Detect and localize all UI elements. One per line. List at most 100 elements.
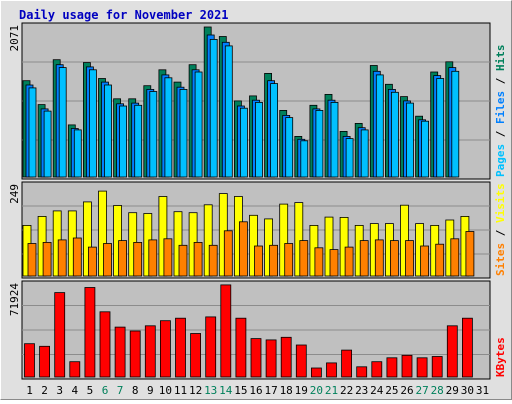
bar-sites-day-19 bbox=[299, 240, 309, 277]
bar-sites-day-26 bbox=[405, 240, 414, 277]
day-label-8: 8 bbox=[132, 384, 139, 397]
bar-kbytes-day-16 bbox=[250, 338, 262, 378]
day-label-18: 18 bbox=[280, 384, 293, 397]
bar-kbytes-day-24 bbox=[371, 361, 383, 378]
bar-pages-day-8 bbox=[134, 104, 143, 178]
day-label-5: 5 bbox=[87, 384, 94, 397]
bar-kbytes-day-3 bbox=[54, 292, 66, 378]
panel-visits: 249 Sites / Visits bbox=[8, 181, 507, 279]
bar-kbytes-day-23 bbox=[356, 366, 368, 378]
panel-kbytes: 71924 KBytes bbox=[8, 280, 507, 380]
y-max-label: 249 bbox=[8, 184, 21, 204]
bar-pages-day-10 bbox=[164, 77, 173, 178]
bar-sites-day-16 bbox=[254, 245, 263, 277]
bar-visits-day-6 bbox=[98, 190, 107, 277]
bar-visits-day-22 bbox=[339, 216, 349, 277]
bar-sites-day-25 bbox=[389, 240, 399, 277]
bar-sites-day-9 bbox=[148, 239, 158, 277]
bar-visits-day-18 bbox=[279, 203, 289, 277]
day-label-19: 19 bbox=[295, 384, 308, 397]
bar-kbytes-day-15 bbox=[235, 317, 247, 378]
legend-visits: Visits bbox=[494, 183, 507, 223]
day-label-14: 14 bbox=[219, 384, 233, 397]
bar-kbytes-day-6 bbox=[99, 311, 111, 378]
day-label-10: 10 bbox=[159, 384, 172, 397]
bar-pages-day-29 bbox=[451, 70, 460, 178]
bar-pages-day-14 bbox=[224, 45, 233, 178]
bar-pages-day-2 bbox=[43, 110, 52, 178]
day-label-13: 13 bbox=[204, 384, 217, 397]
bar-visits-day-19 bbox=[294, 202, 304, 277]
bar-pages-day-6 bbox=[104, 84, 112, 178]
bar-pages-day-22 bbox=[345, 138, 354, 178]
day-label-31: 31 bbox=[476, 384, 489, 397]
legend-kbytes: KBytes bbox=[494, 337, 507, 377]
bar-kbytes-day-18 bbox=[280, 336, 292, 378]
bar-pages-day-18 bbox=[285, 117, 294, 178]
bar-pages-day-24 bbox=[375, 74, 384, 178]
bar-visits-day-13 bbox=[203, 204, 213, 277]
bar-kbytes-day-14 bbox=[220, 284, 232, 378]
bar-sites-day-24 bbox=[374, 239, 384, 277]
side-legend-hits: Pages / Files / Hits bbox=[494, 45, 507, 178]
bar-sites-day-1 bbox=[27, 243, 37, 277]
bar-sites-day-30 bbox=[465, 231, 475, 277]
bar-pages-day-4 bbox=[73, 129, 82, 178]
bar-sites-day-7 bbox=[118, 240, 127, 277]
bar-sites-day-18 bbox=[284, 243, 294, 277]
bar-sites-day-21 bbox=[329, 249, 339, 277]
bar-sites-day-20 bbox=[314, 247, 324, 277]
bar-kbytes-day-9 bbox=[144, 325, 156, 378]
bar-pages-day-12 bbox=[194, 71, 203, 178]
legend-files: Files bbox=[494, 91, 507, 124]
bar-sites-day-11 bbox=[178, 244, 188, 277]
bar-pages-day-16 bbox=[255, 102, 263, 178]
day-label-1: 1 bbox=[26, 384, 33, 397]
legend-separator: / bbox=[494, 223, 507, 243]
day-label-17: 17 bbox=[264, 384, 277, 397]
bar-sites-day-6 bbox=[103, 243, 112, 277]
bar-sites-day-29 bbox=[450, 238, 460, 277]
bar-sites-day-10 bbox=[163, 238, 173, 277]
legend-pages: Pages bbox=[494, 144, 507, 177]
day-label-26: 26 bbox=[400, 384, 413, 397]
bar-kbytes-day-2 bbox=[39, 345, 50, 378]
bar-pages-day-15 bbox=[239, 107, 248, 178]
bar-sites-day-5 bbox=[88, 246, 97, 277]
bar-sites-day-8 bbox=[133, 241, 143, 277]
day-label-16: 16 bbox=[249, 384, 262, 397]
bar-kbytes-day-10 bbox=[159, 320, 171, 378]
bar-pages-day-17 bbox=[270, 83, 279, 178]
side-legend-visits: Sites / Visits bbox=[494, 183, 507, 276]
bar-visits-day-11 bbox=[173, 211, 183, 277]
bar-pages-day-26 bbox=[406, 102, 414, 178]
day-label-28: 28 bbox=[431, 384, 444, 397]
day-label-2: 2 bbox=[41, 384, 48, 397]
bar-pages-day-3 bbox=[58, 67, 67, 178]
day-label-6: 6 bbox=[102, 384, 109, 397]
day-label-20: 20 bbox=[310, 384, 323, 397]
bar-sites-day-22 bbox=[344, 246, 354, 277]
bar-kbytes-day-26 bbox=[401, 354, 413, 378]
bar-kbytes-day-4 bbox=[69, 361, 81, 378]
bar-sites-day-14 bbox=[223, 230, 233, 277]
bar-kbytes-day-25 bbox=[386, 357, 398, 378]
bar-pages-day-23 bbox=[360, 129, 369, 178]
panel-hits: 2071 Pages / Files / Hits bbox=[8, 22, 507, 180]
bar-kbytes-day-5 bbox=[84, 287, 96, 378]
day-label-23: 23 bbox=[355, 384, 368, 397]
day-label-29: 29 bbox=[446, 384, 459, 397]
bar-pages-day-11 bbox=[179, 89, 188, 178]
day-label-11: 11 bbox=[174, 384, 187, 397]
day-label-30: 30 bbox=[461, 384, 474, 397]
y-max-label: 2071 bbox=[8, 25, 21, 52]
bar-pages-day-28 bbox=[436, 78, 445, 178]
legend-sites: Sites bbox=[494, 243, 507, 276]
bar-visits-day-10 bbox=[158, 196, 168, 277]
bar-kbytes-day-8 bbox=[129, 330, 141, 378]
bar-kbytes-day-20 bbox=[310, 367, 322, 378]
day-label-22: 22 bbox=[340, 384, 353, 397]
day-label-7: 7 bbox=[117, 384, 124, 397]
